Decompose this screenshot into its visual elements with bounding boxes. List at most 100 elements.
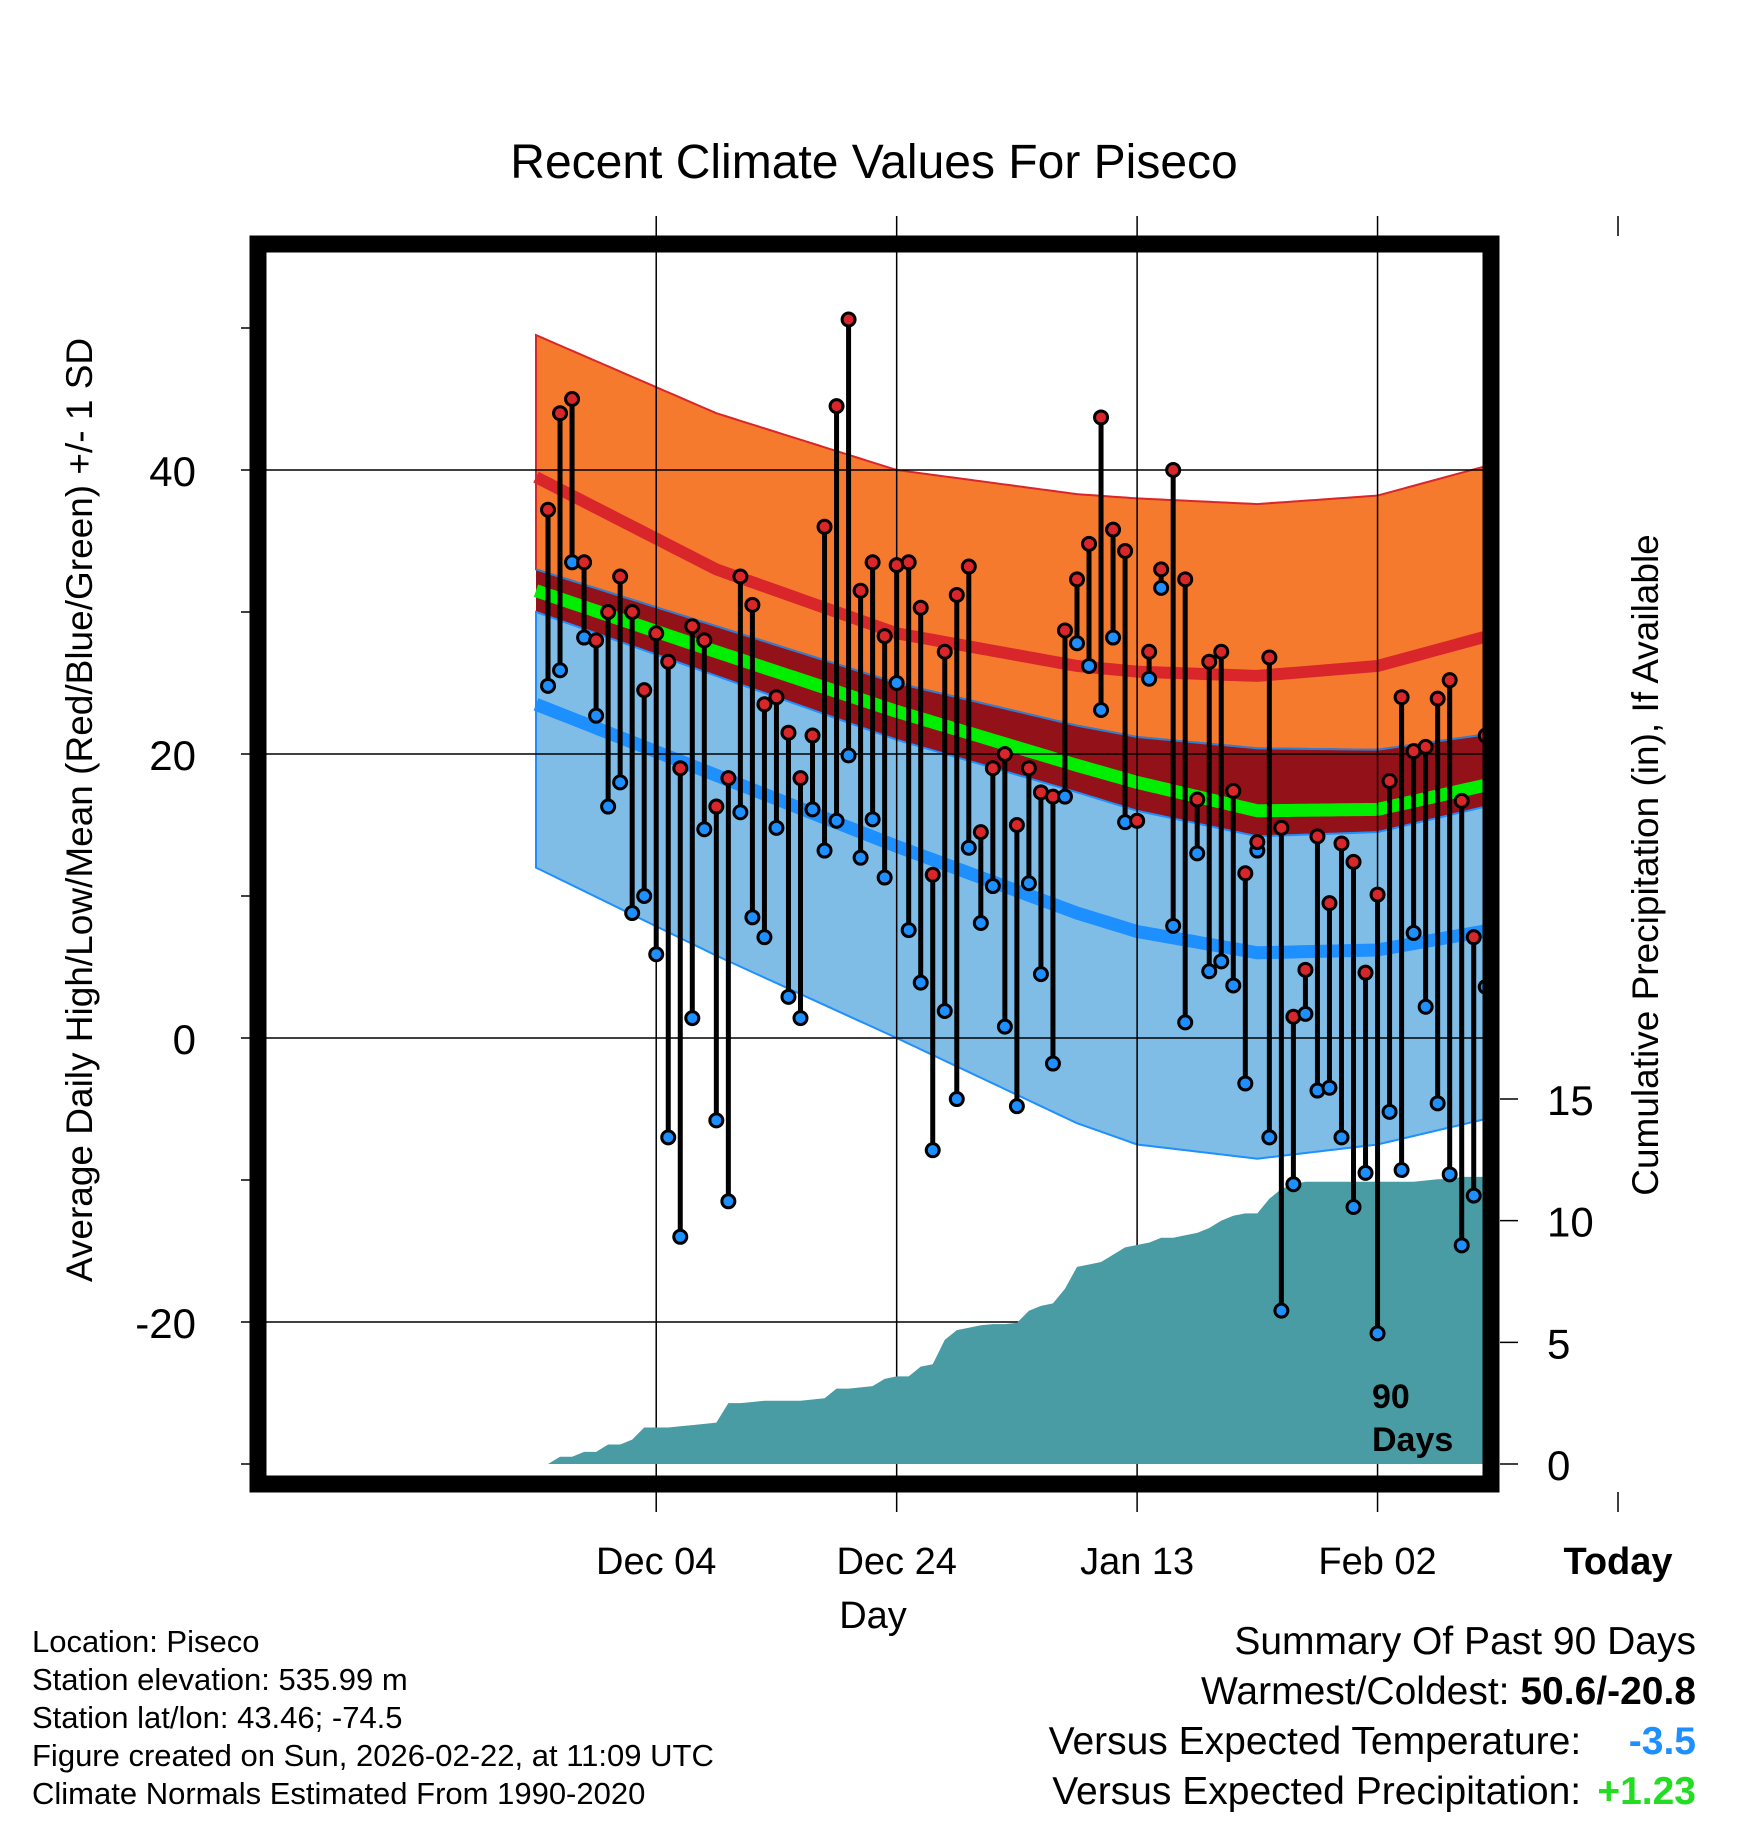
observed-high-point [1261,649,1278,666]
observed-low-point [1429,1095,1446,1112]
observed-high-point [1189,791,1206,808]
observed-low-point [1093,701,1110,718]
observed-low-point [1539,831,1552,844]
observed-low-point [984,878,1001,895]
observed-high-point [576,554,593,571]
observed-high-point [1129,812,1146,829]
observed-high-point [828,398,845,415]
observed-low-point [1261,1129,1278,1146]
observed-low-point [660,1129,677,1146]
observed-low-point [1333,1129,1350,1146]
observed-high-point [1539,620,1552,633]
observed-high-point [816,518,833,535]
observed-high-point [660,653,677,670]
observed-low-point [1081,657,1098,674]
observed-high-point [1056,622,1073,639]
observed-high-point [1587,526,1600,539]
normals-text: Climate Normals Estimated From 1990-2020 [32,1776,646,1811]
observed-high-point [1141,643,1158,660]
y-tick-label: 20 [149,732,196,779]
observed-low-point [1273,1302,1290,1319]
observed-low-point [1297,1005,1314,1022]
observed-high-point [1008,817,1025,833]
observed-high-point [732,568,749,585]
observed-low-point [612,774,629,791]
observed-high-point [1117,542,1134,559]
observed-high-point [1105,521,1122,538]
observed-low-point [1177,1014,1194,1031]
precip-area [548,1152,1483,1464]
observed-high-point [804,727,821,744]
observed-low-point [876,869,893,886]
observed-high-point [1165,462,1182,478]
observed-low-point [600,798,617,815]
observed-low-point [588,707,605,724]
observed-high-point [792,770,809,787]
observed-low-point [624,905,641,922]
station-info: Location: Piseco Station elevation: 535.… [32,1623,714,1813]
observed-high-point [1333,835,1350,852]
observed-high-point [1093,409,1110,426]
observed-low-point [684,1010,701,1027]
observed-high-point [720,770,737,787]
precip-departure-row: Versus Expected Precipitation: +1.23 [1049,1767,1696,1817]
precip-departure-label: Versus Expected Precipitation: [1052,1770,1582,1813]
y-tick-label: -20 [135,1300,196,1347]
observed-high-point [564,391,581,407]
x-tick-label: Feb 02 [1318,1541,1436,1583]
observed-low-point [912,974,929,991]
observed-high-point [996,746,1013,762]
observed-high-point [1441,672,1458,689]
observed-low-point [864,811,881,828]
plot-inner [266,252,1625,1476]
observed-high-point [1369,886,1386,903]
observed-high-point [1321,895,1338,912]
observed-high-point [948,586,965,603]
observed-low-point [1515,1083,1528,1096]
observed-low-point [1032,966,1049,983]
elevation-text: Station elevation: 535.99 m [32,1662,408,1697]
warmest-coldest-label: Warmest/Coldest: [1201,1670,1510,1713]
observed-high-point [1612,591,1625,604]
axes: -20 0 20 40 0 5 10 15 Dec 04 Dec 24 Jan 13 Feb 02 To… [135,216,1673,1583]
mean-sd-band [536,569,1483,837]
observed-low-point [924,1142,941,1159]
observed-high-point [1297,961,1314,978]
observed-low-point [1213,953,1230,970]
observed-high-point [1477,728,1483,744]
observed-low-point [744,909,761,926]
observed-high-point [1563,519,1576,532]
observed-high-point [600,604,617,620]
observed-high-point [1225,782,1242,799]
observed-high-point [924,866,941,883]
plot-area [266,252,1625,1476]
observed-high-point [984,760,1001,777]
observed-high-point [552,405,569,422]
observed-high-point [960,558,977,575]
observed-low-point [708,1112,725,1129]
observed-high-point [864,554,881,571]
observed-high-point [1429,690,1446,707]
observed-low-point [936,1003,953,1020]
observed-low-point [1477,979,1483,995]
observed-low-point [1575,661,1588,674]
observed-high-point [588,632,605,649]
observed-low-point [972,914,989,931]
observed-high-point [696,632,713,649]
observed-high-point [840,311,857,328]
observed-high-point [1081,535,1098,552]
observed-low-point [768,819,785,836]
observed-low-point [792,1010,809,1027]
observed-low-point [1189,845,1206,862]
observed-high-point [780,724,797,741]
summary-title: Summary Of Past 90 Days [1234,1620,1696,1663]
observed-high-point [684,618,701,635]
y2-tick-label: 0 [1547,1442,1570,1489]
observed-low-point [816,842,833,859]
x-tick-label: Today [1563,1541,1672,1583]
observed-high-point [1515,740,1528,753]
warmest-coldest-row: Warmest/Coldest: 50.6/-20.8 [1049,1667,1696,1717]
observed-high-point [1020,760,1037,777]
observed-low-point [1357,1164,1374,1181]
observed-low-point [1393,1162,1410,1179]
